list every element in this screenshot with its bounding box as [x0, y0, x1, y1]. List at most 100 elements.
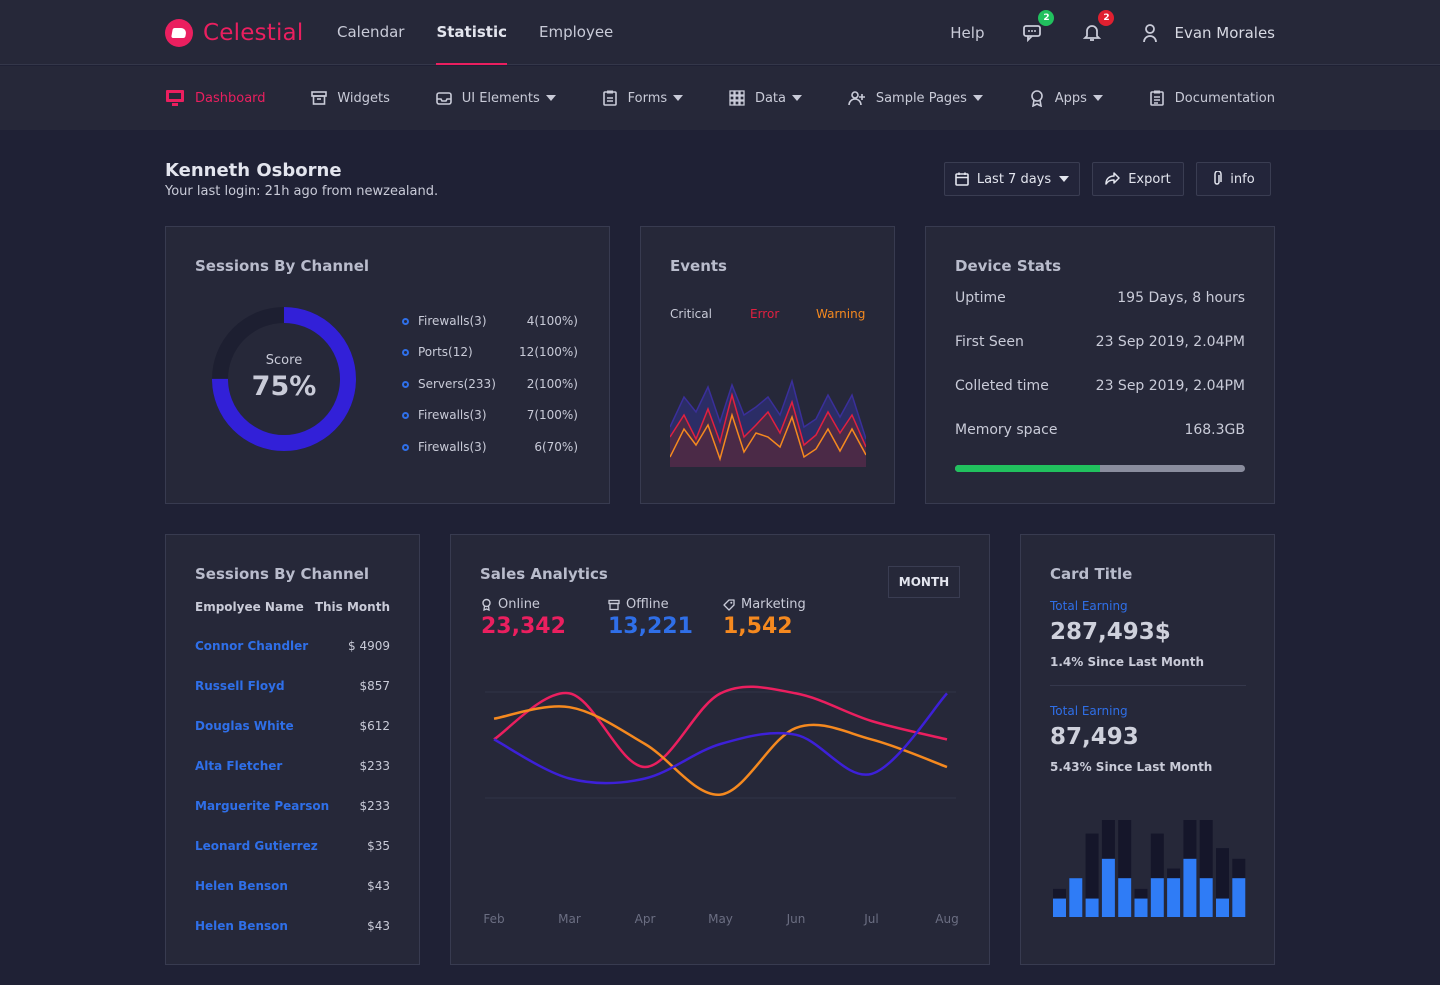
- subnav-data[interactable]: Data: [729, 90, 802, 106]
- grid-icon: [729, 90, 745, 106]
- x-tick-label: May: [708, 912, 733, 926]
- divider: [1050, 685, 1246, 686]
- bullet-icon: [402, 381, 409, 388]
- messages-button[interactable]: 2: [1022, 9, 1055, 44]
- channel-value: 7(100%): [526, 408, 578, 422]
- brand-logo[interactable]: Celestial: [165, 19, 303, 47]
- export-button[interactable]: Export: [1092, 162, 1184, 196]
- card-title: Sessions By Channel: [195, 257, 370, 275]
- top-bar: Celestial Calendar Statistic Employee He…: [0, 0, 1440, 65]
- employee-value: $233: [359, 799, 390, 813]
- series-line-0: [493, 685, 948, 769]
- subnav-widgets[interactable]: Widgets: [311, 90, 390, 106]
- subnav-label: Dashboard: [195, 90, 266, 106]
- card-title: Device Stats: [955, 257, 1062, 275]
- topnav-calendar[interactable]: Calendar: [337, 23, 405, 41]
- device-row: Uptime 195 Days, 8 hours: [955, 290, 1245, 306]
- device-row-value: 23 Sep 2019, 2.04PM: [1095, 378, 1245, 394]
- error-area: [670, 395, 866, 467]
- greeting-name: Kenneth Osborne: [165, 160, 342, 181]
- bar-background: [1085, 833, 1099, 917]
- greeting-subtitle: Your last login: 21h ago from newzealand…: [165, 184, 439, 199]
- score-label: Score: [265, 353, 303, 368]
- channel-item: Firewalls(3) 7(100%): [402, 408, 578, 422]
- legend-error: Error: [750, 307, 780, 321]
- device-row-value: 168.3GB: [1184, 422, 1245, 438]
- employee-name-link[interactable]: Leonard Gutierrez: [195, 839, 318, 853]
- user-menu[interactable]: Evan Morales: [1142, 23, 1275, 43]
- stat-marketing: Marketing 1,542: [723, 597, 806, 639]
- bar-value: [1118, 878, 1132, 917]
- logo-icon: [165, 19, 193, 47]
- top-nav: Calendar Statistic Employee: [337, 0, 645, 65]
- employee-name-link[interactable]: Helen Benson: [195, 919, 288, 933]
- bullet-icon: [402, 318, 409, 325]
- device-row: First Seen 23 Sep 2019, 2.04PM: [955, 334, 1245, 350]
- series-line-2: [493, 692, 948, 785]
- channel-item: Servers(233) 2(100%): [402, 377, 578, 391]
- paperclip-icon: [1214, 171, 1223, 185]
- bell-icon: [1083, 24, 1102, 41]
- bar-value: [1053, 898, 1066, 917]
- subnav-dashboard[interactable]: Dashboard: [165, 89, 266, 107]
- stat-label: Offline: [626, 597, 669, 612]
- help-link[interactable]: Help: [950, 23, 985, 42]
- chevron-down-icon: [972, 95, 983, 101]
- channel-label: Firewalls(3): [418, 440, 487, 454]
- channel-value: 12(100%): [519, 345, 578, 359]
- subnav-apps[interactable]: Apps: [1029, 89, 1103, 107]
- topnav-employee[interactable]: Employee: [539, 23, 614, 41]
- employee-name-link[interactable]: Alta Fletcher: [195, 759, 283, 773]
- date-range-button[interactable]: Last 7 days: [944, 162, 1080, 196]
- notifications-button[interactable]: 2: [1082, 9, 1115, 44]
- card-title: Sales Analytics: [480, 565, 608, 583]
- subnav-documentation[interactable]: Documentation: [1149, 90, 1275, 106]
- subnav-ui-elements[interactable]: UI Elements: [435, 90, 556, 106]
- user-icon: [1143, 23, 1158, 42]
- subnav-label: Sample Pages: [875, 90, 967, 106]
- channel-label: Firewalls(3): [418, 408, 487, 422]
- earning-note: 5.43% Since Last Month: [1050, 760, 1213, 774]
- employee-name-link[interactable]: Connor Chandler: [195, 639, 309, 653]
- subnav-sample-pages[interactable]: Sample Pages: [848, 90, 983, 106]
- bar-value: [1199, 878, 1213, 917]
- subnav-forms[interactable]: Forms: [602, 90, 684, 106]
- stat-label: Marketing: [741, 597, 806, 612]
- stat-online: Online 23,342: [481, 597, 566, 639]
- score-donut: [212, 307, 356, 451]
- month-button[interactable]: MONTH: [888, 566, 960, 598]
- employee-name-link[interactable]: Douglas White: [195, 719, 294, 733]
- export-label: Export: [1128, 171, 1171, 187]
- channel-label: Ports(12): [418, 345, 473, 359]
- inbox-icon: [435, 92, 452, 105]
- stat-offline: Offline 13,221: [608, 597, 693, 639]
- channel-item: Firewalls(3) 4(100%): [402, 314, 578, 328]
- x-tick-label: Jun: [786, 912, 806, 926]
- employee-name-link[interactable]: Russell Floyd: [195, 679, 285, 693]
- brand-name: Celestial: [203, 20, 304, 46]
- employees-card: Sessions By Channel Empolyee Name This M…: [165, 534, 420, 965]
- bar-value: [1232, 878, 1246, 917]
- error-line: [670, 392, 866, 448]
- employee-name-link[interactable]: Helen Benson: [195, 879, 288, 893]
- bar-value: [1085, 898, 1099, 917]
- employee-value: $43: [367, 879, 390, 893]
- award-icon: [482, 598, 491, 611]
- card-title: Events: [670, 257, 727, 275]
- device-row-label: Uptime: [955, 290, 1006, 306]
- device-row-value: 195 Days, 8 hours: [1117, 290, 1245, 306]
- topnav-statistic[interactable]: Statistic: [436, 0, 507, 65]
- channel-label: Servers(233): [418, 377, 496, 391]
- bar-value: [1134, 898, 1148, 917]
- earning-note: 1.4% Since Last Month: [1050, 655, 1204, 669]
- archive-icon: [608, 599, 620, 610]
- calendar-icon: [955, 172, 969, 186]
- employee-name-link[interactable]: Marguerite Pearson: [195, 799, 330, 813]
- channel-item: Firewalls(3) 6(70%): [402, 440, 578, 454]
- document-icon: [1149, 90, 1164, 106]
- employee-value: $612: [359, 719, 390, 733]
- card-title: Card Title: [1050, 565, 1133, 583]
- info-button[interactable]: info: [1196, 162, 1271, 196]
- events-card: Events Critical Error Warning: [640, 226, 895, 504]
- earning-value: 287,493$: [1050, 619, 1171, 645]
